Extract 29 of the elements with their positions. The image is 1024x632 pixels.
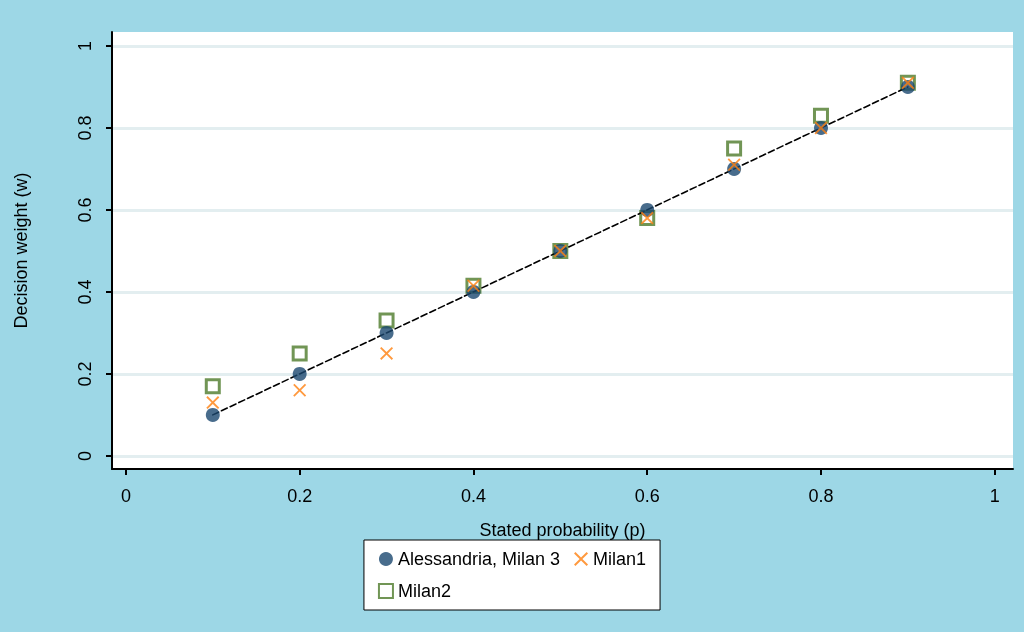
- legend-label: Milan1: [593, 549, 647, 569]
- y-tick-label: 1: [75, 40, 95, 51]
- y-tick-label: 0.2: [75, 361, 95, 387]
- point: [291, 345, 308, 362]
- legend-label: Milan2: [397, 581, 451, 601]
- x-tick-label: 1: [989, 486, 1000, 506]
- point: [205, 407, 220, 422]
- x-tick-label: 0.8: [808, 486, 834, 506]
- legend-label: Alessandria, Milan 3: [397, 549, 561, 569]
- point: [812, 107, 829, 124]
- point: [206, 396, 220, 410]
- y-axis-title: Decision weight (w): [11, 172, 31, 329]
- point: [727, 158, 741, 172]
- point: [292, 366, 307, 381]
- point: [378, 312, 395, 329]
- y-tick-label: 0: [75, 450, 95, 461]
- x-tick-label: 0.6: [634, 486, 660, 506]
- point: [380, 346, 394, 360]
- y-tick-label: 0.4: [75, 279, 95, 305]
- point: [726, 140, 743, 157]
- x-tick-label: 0.4: [460, 486, 486, 506]
- point: [293, 383, 307, 397]
- x-tick-label: 0: [120, 486, 131, 506]
- point: [204, 378, 221, 395]
- x-tick-label: 0.2: [287, 486, 313, 506]
- y-tick-label: 0.8: [75, 115, 95, 141]
- point: [379, 325, 394, 340]
- x-axis-title: Stated probability (p): [479, 520, 646, 540]
- y-tick-label: 0.6: [75, 197, 95, 223]
